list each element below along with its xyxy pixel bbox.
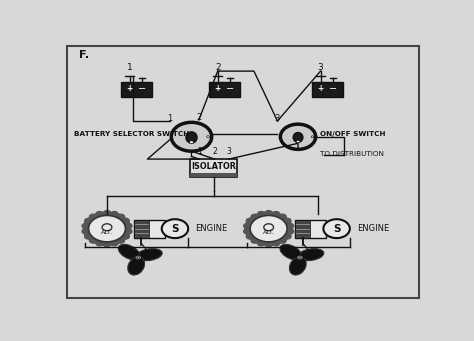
Circle shape: [137, 257, 139, 258]
Text: ENGINE: ENGINE: [195, 224, 228, 233]
Text: 3: 3: [318, 63, 323, 72]
FancyBboxPatch shape: [134, 220, 149, 238]
Text: ALT.: ALT.: [101, 230, 113, 235]
Text: 1: 1: [127, 63, 132, 72]
Polygon shape: [82, 211, 132, 247]
FancyBboxPatch shape: [190, 159, 237, 177]
Text: 3: 3: [275, 114, 280, 123]
Text: −: −: [329, 84, 337, 94]
Circle shape: [162, 219, 188, 238]
Ellipse shape: [280, 244, 301, 260]
FancyBboxPatch shape: [134, 220, 165, 238]
Text: +: +: [318, 84, 324, 93]
Text: 2: 2: [215, 63, 220, 72]
Circle shape: [311, 136, 314, 138]
Circle shape: [281, 124, 316, 149]
Circle shape: [89, 216, 126, 242]
Text: S: S: [171, 224, 179, 234]
Ellipse shape: [290, 257, 306, 275]
FancyBboxPatch shape: [312, 82, 343, 97]
Ellipse shape: [293, 132, 303, 142]
Text: BATTERY SELECTOR SWITCH: BATTERY SELECTOR SWITCH: [74, 131, 189, 137]
Text: +: +: [127, 84, 133, 93]
Ellipse shape: [118, 244, 140, 260]
FancyBboxPatch shape: [209, 82, 240, 97]
FancyBboxPatch shape: [121, 82, 152, 97]
Ellipse shape: [186, 132, 197, 143]
Text: −: −: [138, 84, 146, 94]
Circle shape: [135, 255, 142, 260]
Circle shape: [323, 219, 350, 238]
Circle shape: [190, 141, 193, 144]
Text: 2: 2: [212, 147, 217, 157]
Ellipse shape: [137, 249, 162, 261]
Text: +: +: [215, 84, 221, 93]
FancyBboxPatch shape: [295, 220, 327, 238]
Polygon shape: [244, 211, 293, 247]
Text: 3: 3: [227, 147, 231, 157]
FancyBboxPatch shape: [190, 174, 237, 177]
Circle shape: [299, 257, 301, 258]
Ellipse shape: [128, 257, 145, 275]
Text: −: −: [226, 84, 234, 94]
Text: ISOLATOR: ISOLATOR: [191, 162, 236, 171]
FancyBboxPatch shape: [66, 46, 419, 298]
Text: 1: 1: [197, 147, 201, 157]
Circle shape: [207, 136, 210, 138]
Circle shape: [296, 140, 300, 143]
FancyBboxPatch shape: [295, 220, 310, 238]
Text: ENGINE: ENGINE: [357, 224, 389, 233]
Ellipse shape: [298, 249, 324, 261]
Circle shape: [171, 122, 212, 151]
Text: F.: F.: [80, 50, 90, 60]
Circle shape: [250, 216, 287, 242]
Text: ON/OFF SWITCH: ON/OFF SWITCH: [320, 131, 385, 137]
Text: TO DISTRIBUTION: TO DISTRIBUTION: [320, 151, 384, 157]
Text: S: S: [333, 224, 340, 234]
Text: 1: 1: [168, 114, 173, 123]
Text: 2: 2: [196, 113, 201, 122]
Text: ALT.: ALT.: [263, 230, 274, 235]
Circle shape: [296, 255, 303, 260]
